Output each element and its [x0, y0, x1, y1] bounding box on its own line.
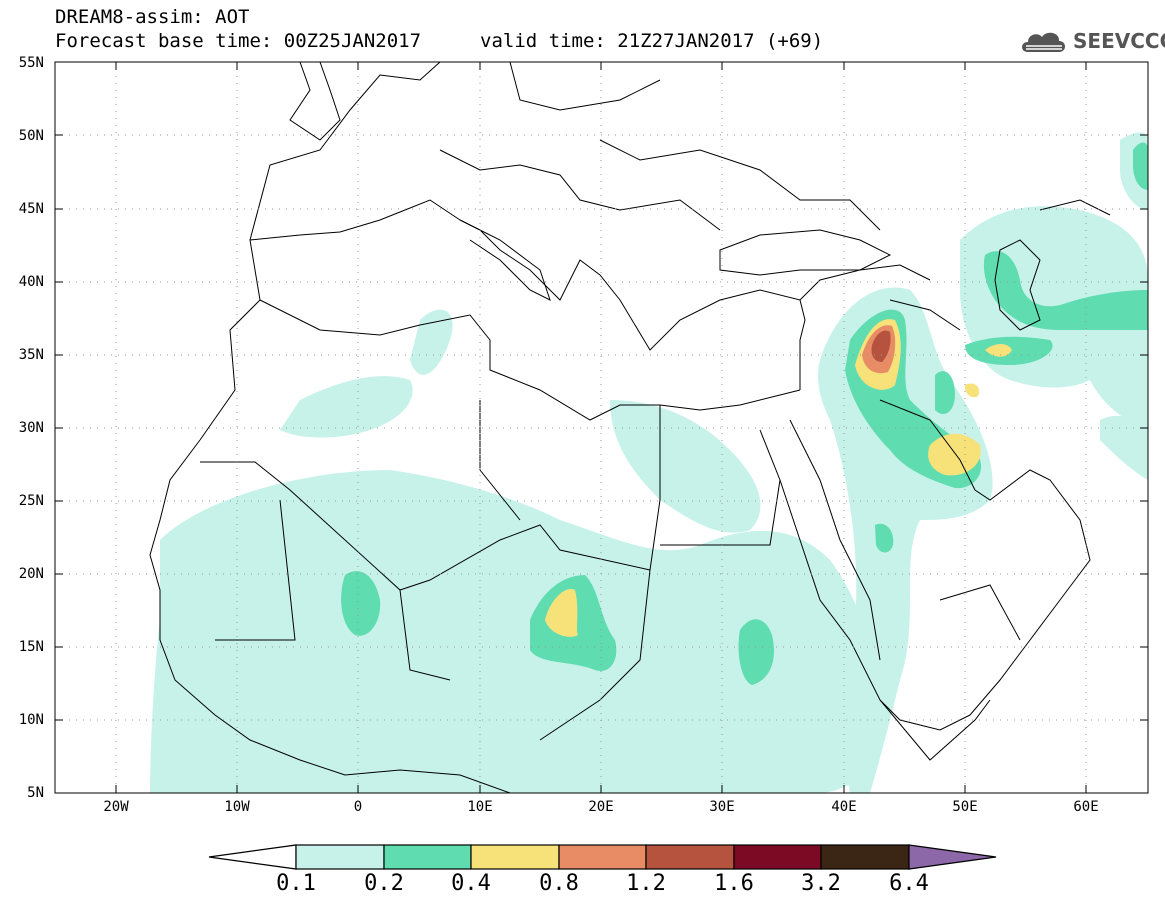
- colorbar-label: 0.2: [364, 871, 404, 896]
- graticule: [55, 62, 1148, 793]
- colorbar-bin-5: [645, 844, 735, 870]
- colorbar-label: 1.6: [714, 871, 754, 896]
- lat-label: 50N: [18, 128, 44, 144]
- lat-label: 45N: [18, 201, 44, 217]
- map-title: DREAM8-assim: AOT: [55, 6, 250, 28]
- colorbar-bin-2: [383, 844, 472, 870]
- lon-label: 20E: [588, 799, 614, 815]
- colorbar-bin-7: [820, 844, 910, 870]
- logo-text: SEEVCCC: [1073, 29, 1165, 53]
- lat-label: 40N: [18, 274, 44, 290]
- lat-label: 20N: [18, 566, 44, 582]
- valid-time: valid time: 21Z27JAN2017 (+69): [480, 30, 824, 52]
- map-frame: [54, 61, 1149, 794]
- lon-label: 20W: [103, 799, 129, 815]
- lat-label: 10N: [18, 712, 44, 728]
- lon-label: 0: [353, 799, 363, 815]
- colorbar-label: 0.8: [539, 871, 579, 896]
- colorbar-label: 0.4: [451, 871, 491, 896]
- lon-label: 50E: [952, 799, 978, 815]
- colorbar-low-arrow: [208, 844, 297, 870]
- lon-label: 10W: [224, 799, 250, 815]
- lat-label: 25N: [18, 493, 44, 509]
- colorbar-bin-6: [733, 844, 822, 870]
- lon-label: 60E: [1073, 799, 1099, 815]
- lat-label: 15N: [18, 639, 44, 655]
- lat-label: 5N: [27, 785, 44, 801]
- lon-label: 40E: [831, 799, 857, 815]
- colorbar-label: 0.1: [276, 871, 316, 896]
- lon-label: 10E: [467, 799, 493, 815]
- aot-contours: [150, 132, 1148, 793]
- cloud-icon: [1022, 32, 1065, 52]
- colorbar-bin-4: [558, 844, 647, 870]
- colorbar-bin-3: [470, 844, 560, 870]
- colorbar-label: 6.4: [889, 871, 929, 896]
- lat-label: 30N: [18, 420, 44, 436]
- seevccc-logo: SEEVCCC: [1018, 24, 1165, 58]
- colorbar: [208, 844, 997, 870]
- colorbar-high-arrow: [908, 844, 997, 870]
- lat-label: 55N: [18, 55, 44, 71]
- forecast-base-time: Forecast base time: 00Z25JAN2017: [55, 30, 422, 52]
- colorbar-bin-1: [295, 844, 385, 870]
- lon-label: 30E: [709, 799, 735, 815]
- lat-label: 35N: [18, 347, 44, 363]
- colorbar-label: 1.2: [626, 871, 666, 896]
- coastlines: [149, 62, 1111, 793]
- colorbar-label: 3.2: [801, 871, 841, 896]
